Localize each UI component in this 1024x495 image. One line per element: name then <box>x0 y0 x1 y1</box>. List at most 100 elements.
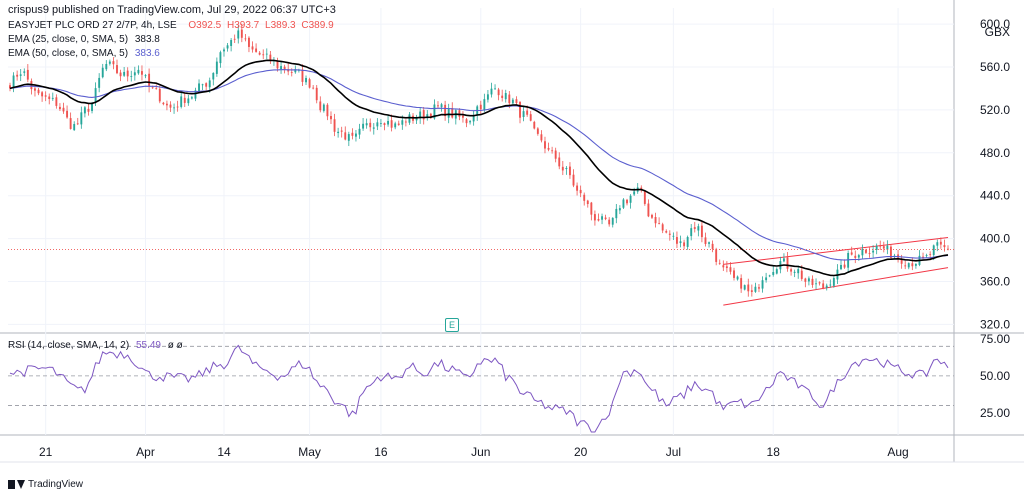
candle[interactable] <box>843 259 846 269</box>
candle[interactable] <box>173 103 176 114</box>
candle[interactable] <box>44 91 47 102</box>
candle[interactable] <box>26 64 29 83</box>
candle[interactable] <box>583 192 586 206</box>
candle[interactable] <box>529 111 532 122</box>
candle[interactable] <box>765 272 768 283</box>
candle[interactable] <box>465 118 468 128</box>
candle[interactable] <box>212 72 215 86</box>
candle[interactable] <box>451 102 454 119</box>
candle[interactable] <box>137 65 140 75</box>
candle[interactable] <box>822 279 825 290</box>
candle[interactable] <box>654 212 657 228</box>
candle[interactable] <box>419 107 422 124</box>
candle[interactable] <box>522 105 525 122</box>
candle[interactable] <box>818 281 821 286</box>
candle[interactable] <box>686 235 689 250</box>
candle[interactable] <box>643 190 646 206</box>
candles[interactable] <box>9 23 949 297</box>
candle[interactable] <box>536 127 539 136</box>
candle[interactable] <box>504 89 507 103</box>
candle[interactable] <box>101 63 104 79</box>
candle[interactable] <box>9 82 11 92</box>
candle[interactable] <box>351 128 354 140</box>
candle[interactable] <box>608 217 611 227</box>
candle[interactable] <box>865 248 867 255</box>
candle[interactable] <box>697 223 700 237</box>
candle[interactable] <box>904 260 907 270</box>
candle[interactable] <box>879 240 882 250</box>
candle[interactable] <box>882 241 885 253</box>
candle[interactable] <box>355 130 357 142</box>
candle[interactable] <box>854 250 857 264</box>
candle[interactable] <box>943 239 946 252</box>
candle[interactable] <box>51 92 54 101</box>
candle[interactable] <box>112 57 115 70</box>
candle[interactable] <box>515 96 518 105</box>
candle[interactable] <box>579 185 582 198</box>
candle[interactable] <box>116 59 118 75</box>
candle[interactable] <box>501 89 504 102</box>
candle[interactable] <box>469 119 472 125</box>
candle[interactable] <box>661 222 664 234</box>
candle[interactable] <box>725 261 728 273</box>
candle[interactable] <box>98 73 101 93</box>
candle[interactable] <box>704 232 707 247</box>
candle[interactable] <box>126 67 129 82</box>
candle[interactable] <box>141 65 143 81</box>
candle[interactable] <box>804 277 807 288</box>
candle[interactable] <box>775 267 778 275</box>
candle[interactable] <box>226 42 229 52</box>
candle[interactable] <box>700 221 703 243</box>
candle[interactable] <box>347 131 350 147</box>
candle[interactable] <box>576 182 579 196</box>
candle[interactable] <box>183 93 186 108</box>
candle[interactable] <box>793 269 796 278</box>
candle[interactable] <box>269 50 272 64</box>
candle[interactable] <box>48 93 51 105</box>
candle[interactable] <box>590 201 593 221</box>
candle[interactable] <box>886 240 889 255</box>
candle[interactable] <box>832 276 835 288</box>
candle[interactable] <box>939 237 942 249</box>
candle[interactable] <box>198 79 200 93</box>
candle[interactable] <box>255 43 258 53</box>
candle[interactable] <box>568 162 571 179</box>
candle[interactable] <box>462 111 464 123</box>
candle[interactable] <box>626 198 628 206</box>
candle[interactable] <box>315 85 318 104</box>
candle[interactable] <box>280 61 283 74</box>
candle[interactable] <box>108 59 111 66</box>
candle[interactable] <box>429 112 432 120</box>
candle[interactable] <box>807 276 810 286</box>
candle[interactable] <box>786 252 789 272</box>
candle[interactable] <box>486 89 489 103</box>
candle[interactable] <box>62 102 65 114</box>
candle[interactable] <box>850 246 853 256</box>
candle[interactable] <box>194 87 197 102</box>
candle[interactable] <box>936 239 939 252</box>
candle[interactable] <box>715 247 718 266</box>
candle[interactable] <box>169 101 172 113</box>
candle[interactable] <box>265 48 268 60</box>
candle[interactable] <box>561 160 564 176</box>
candle[interactable] <box>586 199 589 208</box>
candle[interactable] <box>772 266 775 277</box>
candle[interactable] <box>394 121 397 130</box>
candle[interactable] <box>611 217 614 228</box>
candle[interactable] <box>369 118 372 132</box>
candle[interactable] <box>76 117 79 126</box>
candle[interactable] <box>87 103 90 116</box>
candle[interactable] <box>190 95 193 100</box>
candle[interactable] <box>215 57 218 77</box>
candle[interactable] <box>483 93 486 112</box>
candle[interactable] <box>422 106 425 125</box>
candle[interactable] <box>123 66 126 77</box>
candle[interactable] <box>708 241 710 248</box>
candle[interactable] <box>597 213 600 222</box>
candle[interactable] <box>861 244 864 260</box>
candle[interactable] <box>283 64 286 74</box>
candle[interactable] <box>240 23 243 43</box>
candle[interactable] <box>376 118 379 131</box>
candle[interactable] <box>668 230 671 241</box>
candle[interactable] <box>782 253 785 263</box>
